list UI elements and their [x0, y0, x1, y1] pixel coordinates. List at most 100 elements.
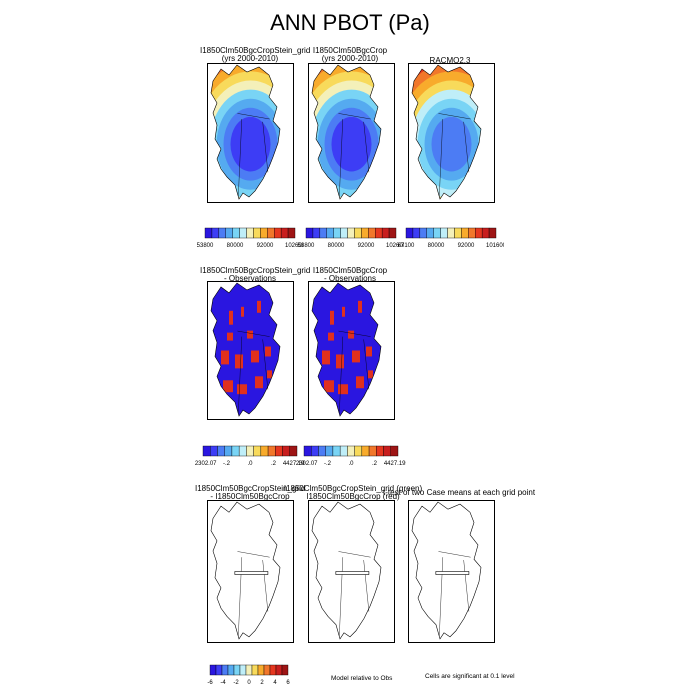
colorbar-tick-label: 6 [286, 680, 290, 686]
colorbar-swatch [253, 227, 261, 239]
map-panel [408, 500, 495, 643]
difference-cell [241, 306, 244, 317]
colorbar-tick-label: 80000 [328, 243, 345, 249]
legend-note-model-relative: Model relative to Obs [331, 675, 393, 682]
colorbar-swatch [267, 227, 275, 239]
difference-cell [338, 384, 348, 395]
difference-cell [227, 332, 233, 341]
colorbar-swatch [225, 227, 233, 239]
colorbar-swatch [245, 664, 253, 676]
colorbar-tick-label: -.2 [324, 461, 332, 467]
panel-title: t-test of two Case means at each grid po… [383, 488, 536, 497]
colorbar-swatch [368, 227, 376, 239]
colorbar-swatch [238, 445, 247, 457]
colorbar-swatch [339, 445, 348, 457]
colorbar-swatch [354, 445, 363, 457]
colorbar-swatch [347, 227, 355, 239]
colorbar-tick-label: 101600 [486, 243, 504, 249]
colorbar-swatch [289, 445, 298, 457]
colorbar-swatch [333, 227, 341, 239]
colorbar-swatch [426, 227, 434, 239]
colorbar-swatch [281, 664, 289, 676]
colorbar-swatch [419, 227, 427, 239]
colorbar-swatch [221, 664, 229, 676]
pressure-contour-band [331, 116, 372, 172]
colorbar-swatch [251, 664, 259, 676]
difference-cell [247, 330, 253, 339]
colorbar-swatch [211, 227, 220, 239]
difference-cell [255, 376, 263, 389]
colorbar-swatch [263, 664, 271, 676]
map-panel [207, 281, 294, 420]
colorbar-tick-label: -4 [220, 680, 226, 686]
colorbar-swatch [257, 664, 265, 676]
colorbar: 53800 80000 92000 102600 [298, 227, 404, 249]
colorbar-tick-label: .0 [247, 461, 253, 467]
colorbar-swatch [340, 227, 348, 239]
difference-cell [235, 354, 243, 369]
colorbar-swatch [433, 227, 441, 239]
map-panel [308, 281, 395, 420]
colorbar-swatch [287, 227, 296, 239]
colorbar-tick-label: -.2 [223, 461, 231, 467]
colorbar-swatch [231, 445, 240, 457]
colorbar-swatch [218, 227, 226, 239]
difference-cell [368, 370, 373, 379]
colorbar-swatch [210, 445, 218, 457]
difference-cell [237, 384, 247, 395]
colorbar-swatch [260, 227, 268, 239]
colorbar-tick-label: .0 [348, 461, 354, 467]
colorbar-swatch [311, 445, 319, 457]
difference-cell [257, 300, 261, 313]
colorbar-tick-label: 4 [273, 680, 277, 686]
colorbar-tick-label: 92000 [257, 243, 274, 249]
colorbar-swatch [488, 227, 497, 239]
colorbar-swatch [319, 227, 327, 239]
difference-cell [322, 350, 330, 365]
colorbar-swatch [332, 445, 341, 457]
colorbar-swatch [354, 227, 362, 239]
page-title: ANN PBOT (Pa) [270, 10, 430, 35]
colorbar-swatch [461, 227, 469, 239]
panel-title: RACMO2.3 [429, 56, 471, 65]
colorbar: -12302.07 -.2 .0 .2 4427.1953 [296, 445, 406, 467]
colorbar-tick-label: 0 [247, 680, 251, 686]
colorbar-swatch [267, 445, 276, 457]
colorbar-tick-label: 92000 [458, 243, 475, 249]
difference-cell [330, 310, 334, 325]
colorbar-swatch [405, 227, 414, 239]
difference-cell [358, 300, 362, 313]
colorbar-swatch [305, 227, 314, 239]
colorbar-swatch [253, 445, 262, 457]
colorbar-swatch [274, 227, 282, 239]
colorbar-tick-label: .2 [372, 461, 378, 467]
difference-cell [221, 350, 229, 365]
difference-cell [348, 330, 354, 339]
panel-title: I1850Clm50BgcCropStein_grid - I1850Clm50B… [195, 484, 306, 501]
colorbar-tick-label: 102600 [386, 243, 404, 249]
colorbar-swatch [275, 664, 283, 676]
legend-note-significance: Cells are significant at 0.1 level [425, 673, 515, 680]
difference-cell [251, 350, 259, 363]
colorbar-tick-label: -12302.07 [296, 461, 318, 467]
panel-title: I1850Clm50BgcCropStein_grid - Observation… [200, 266, 311, 283]
colorbar-swatch [239, 227, 247, 239]
difference-cell [342, 306, 345, 317]
colorbar-swatch [326, 227, 334, 239]
pressure-contour-band [431, 116, 472, 172]
grid-strip [435, 571, 470, 575]
colorbar-swatch [246, 227, 254, 239]
colorbar-swatch [217, 445, 225, 457]
colorbar-swatch [275, 445, 283, 457]
map-panel [308, 63, 395, 203]
colorbar-swatch [361, 227, 369, 239]
colorbar-tick-label: 102600 [285, 243, 303, 249]
colorbar-tick-label: 67100 [398, 243, 415, 249]
panel-title: I1850Clm50BgcCrop - Observations [312, 266, 388, 283]
difference-cell [328, 332, 334, 341]
colorbar-swatch [215, 664, 223, 676]
map-panel [207, 500, 294, 643]
pressure-contour-band [230, 116, 271, 172]
colorbar-swatch [361, 445, 370, 457]
difference-cell [366, 346, 372, 357]
